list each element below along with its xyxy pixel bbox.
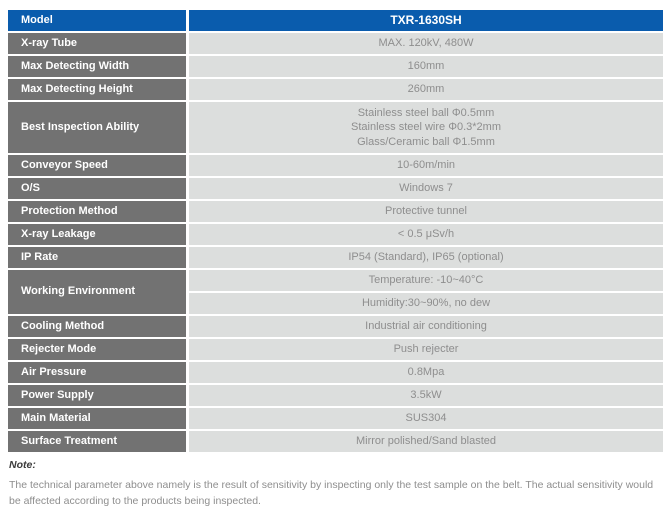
spec-row-value: < 0.5 μSv/h (189, 223, 663, 245)
spec-row-label: Air Pressure (8, 361, 186, 383)
spec-row-value: Temperature: -10~40°C (189, 269, 663, 291)
spec-row-value: Protective tunnel (189, 200, 663, 222)
spec-row-value: IP54 (Standard), IP65 (optional) (189, 246, 663, 268)
spec-row-value: Industrial air conditioning (189, 315, 663, 337)
spec-row-label: Max Detecting Height (8, 79, 186, 100)
spec-row-label: Cooling Method (8, 315, 186, 337)
spec-row-value: 160mm (189, 56, 663, 77)
spec-row-value: Stainless steel ball Φ0.5mm Stainless ste… (189, 102, 663, 153)
spec-value-line: Stainless steel ball Φ0.5mm (357, 107, 495, 119)
spec-row-label: X-ray Leakage (8, 223, 186, 245)
spec-row-label: Rejecter Mode (8, 338, 186, 360)
spec-row-label: Model (8, 10, 186, 31)
note-section: Note: The technical parameter above name… (8, 459, 663, 509)
spec-row-value: TXR-1630SH (189, 10, 663, 31)
spec-row-value: Windows 7 (189, 177, 663, 199)
spec-row-value: Humidity:30~90%, no dew (189, 292, 663, 314)
spec-table: Model TXR-1630SH X-ray Tube MAX. 120kV, 480… (8, 10, 663, 452)
spec-row-label: Max Detecting Width (8, 56, 186, 77)
spec-row-value: 3.5kW (189, 384, 663, 406)
spec-row-label: Working Environment (8, 269, 186, 314)
spec-row-label: Surface Treatment (8, 430, 186, 452)
spec-row-label: Protection Method (8, 200, 186, 222)
spec-value-line: Glass/Ceramic ball Φ1.5mm (357, 135, 495, 148)
spec-row-value: SUS304 (189, 407, 663, 429)
spec-row-value: 10-60m/min (189, 154, 663, 176)
note-title: Note: (9, 458, 36, 471)
spec-row-value: 0.8Mpa (189, 361, 663, 383)
spec-row-label: O/S (8, 177, 186, 199)
spec-row-label: Conveyor Speed (8, 154, 186, 176)
spec-row-value: 260mm (189, 79, 663, 100)
spec-row-label: Power Supply (8, 384, 186, 406)
spec-row-label: IP Rate (8, 246, 186, 268)
spec-value-line: Stainless steel wire Φ0.3*2mm (351, 121, 501, 134)
spec-row-value: MAX. 120kV, 480W (189, 33, 663, 54)
spec-row-label: Best Inspection Ability (8, 102, 186, 153)
spec-row-value: Push rejecter (189, 338, 663, 360)
spec-row-label: Main Material (8, 407, 186, 429)
spec-row-label: X-ray Tube (8, 33, 186, 54)
note-body: The technical parameter above namely is … (9, 478, 654, 508)
spec-row-value: Mirror polished/Sand blasted (189, 430, 663, 452)
spec-sheet-page: Model TXR-1630SH X-ray Tube MAX. 120kV, 480… (8, 10, 663, 508)
